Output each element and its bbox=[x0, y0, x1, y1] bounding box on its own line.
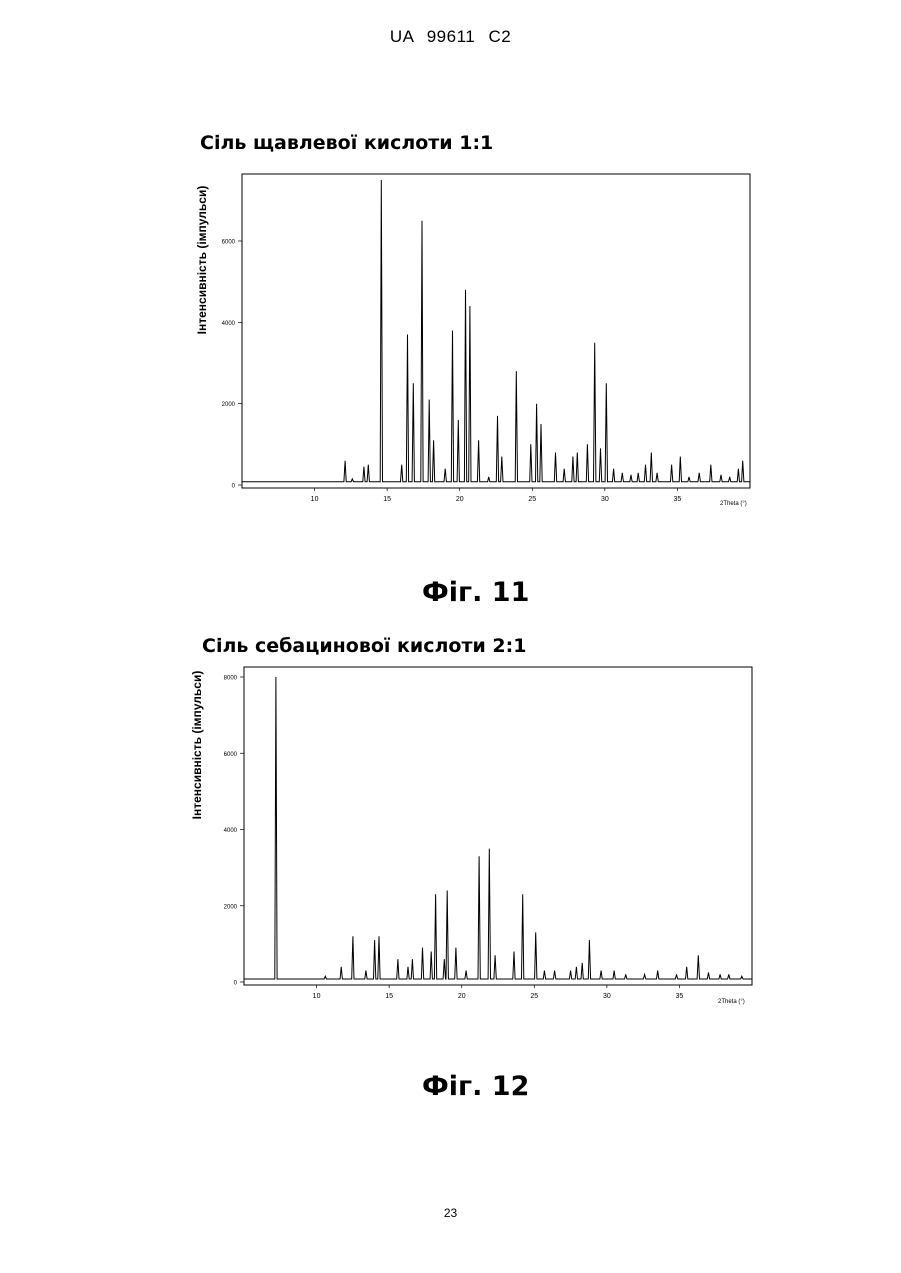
y-tick-label: 6000 bbox=[224, 752, 238, 758]
figure-caption-2: Фіг. 12 bbox=[422, 1071, 529, 1102]
x-ticks: 10 15 20 25 30 35 bbox=[313, 985, 684, 1000]
x-tick-label: 15 bbox=[385, 993, 393, 1000]
x-tick-label: 25 bbox=[530, 993, 538, 1000]
x-tick-label: 35 bbox=[676, 993, 684, 1000]
plot-frame bbox=[244, 667, 752, 985]
x-axis-label: 2Theta (°) bbox=[718, 999, 745, 1005]
xrd-chart-2: 10 15 20 25 30 35 0 2000 4000 6000 8000 Інтенсивн… bbox=[0, 0, 901, 1020]
y-tick-label: 8000 bbox=[224, 676, 238, 682]
y-axis-label: Інтенсивність (імпульси) bbox=[190, 671, 204, 820]
y-tick-label: 0 bbox=[234, 981, 238, 987]
y-ticks: 0 2000 4000 6000 8000 bbox=[224, 676, 244, 987]
x-tick-label: 10 bbox=[313, 993, 321, 1000]
diffraction-trace-2 bbox=[244, 677, 752, 979]
x-tick-label: 20 bbox=[458, 993, 466, 1000]
y-tick-label: 4000 bbox=[224, 828, 238, 834]
x-tick-label: 30 bbox=[603, 993, 611, 1000]
page-number: 23 bbox=[0, 1206, 901, 1220]
y-tick-label: 2000 bbox=[224, 904, 238, 910]
